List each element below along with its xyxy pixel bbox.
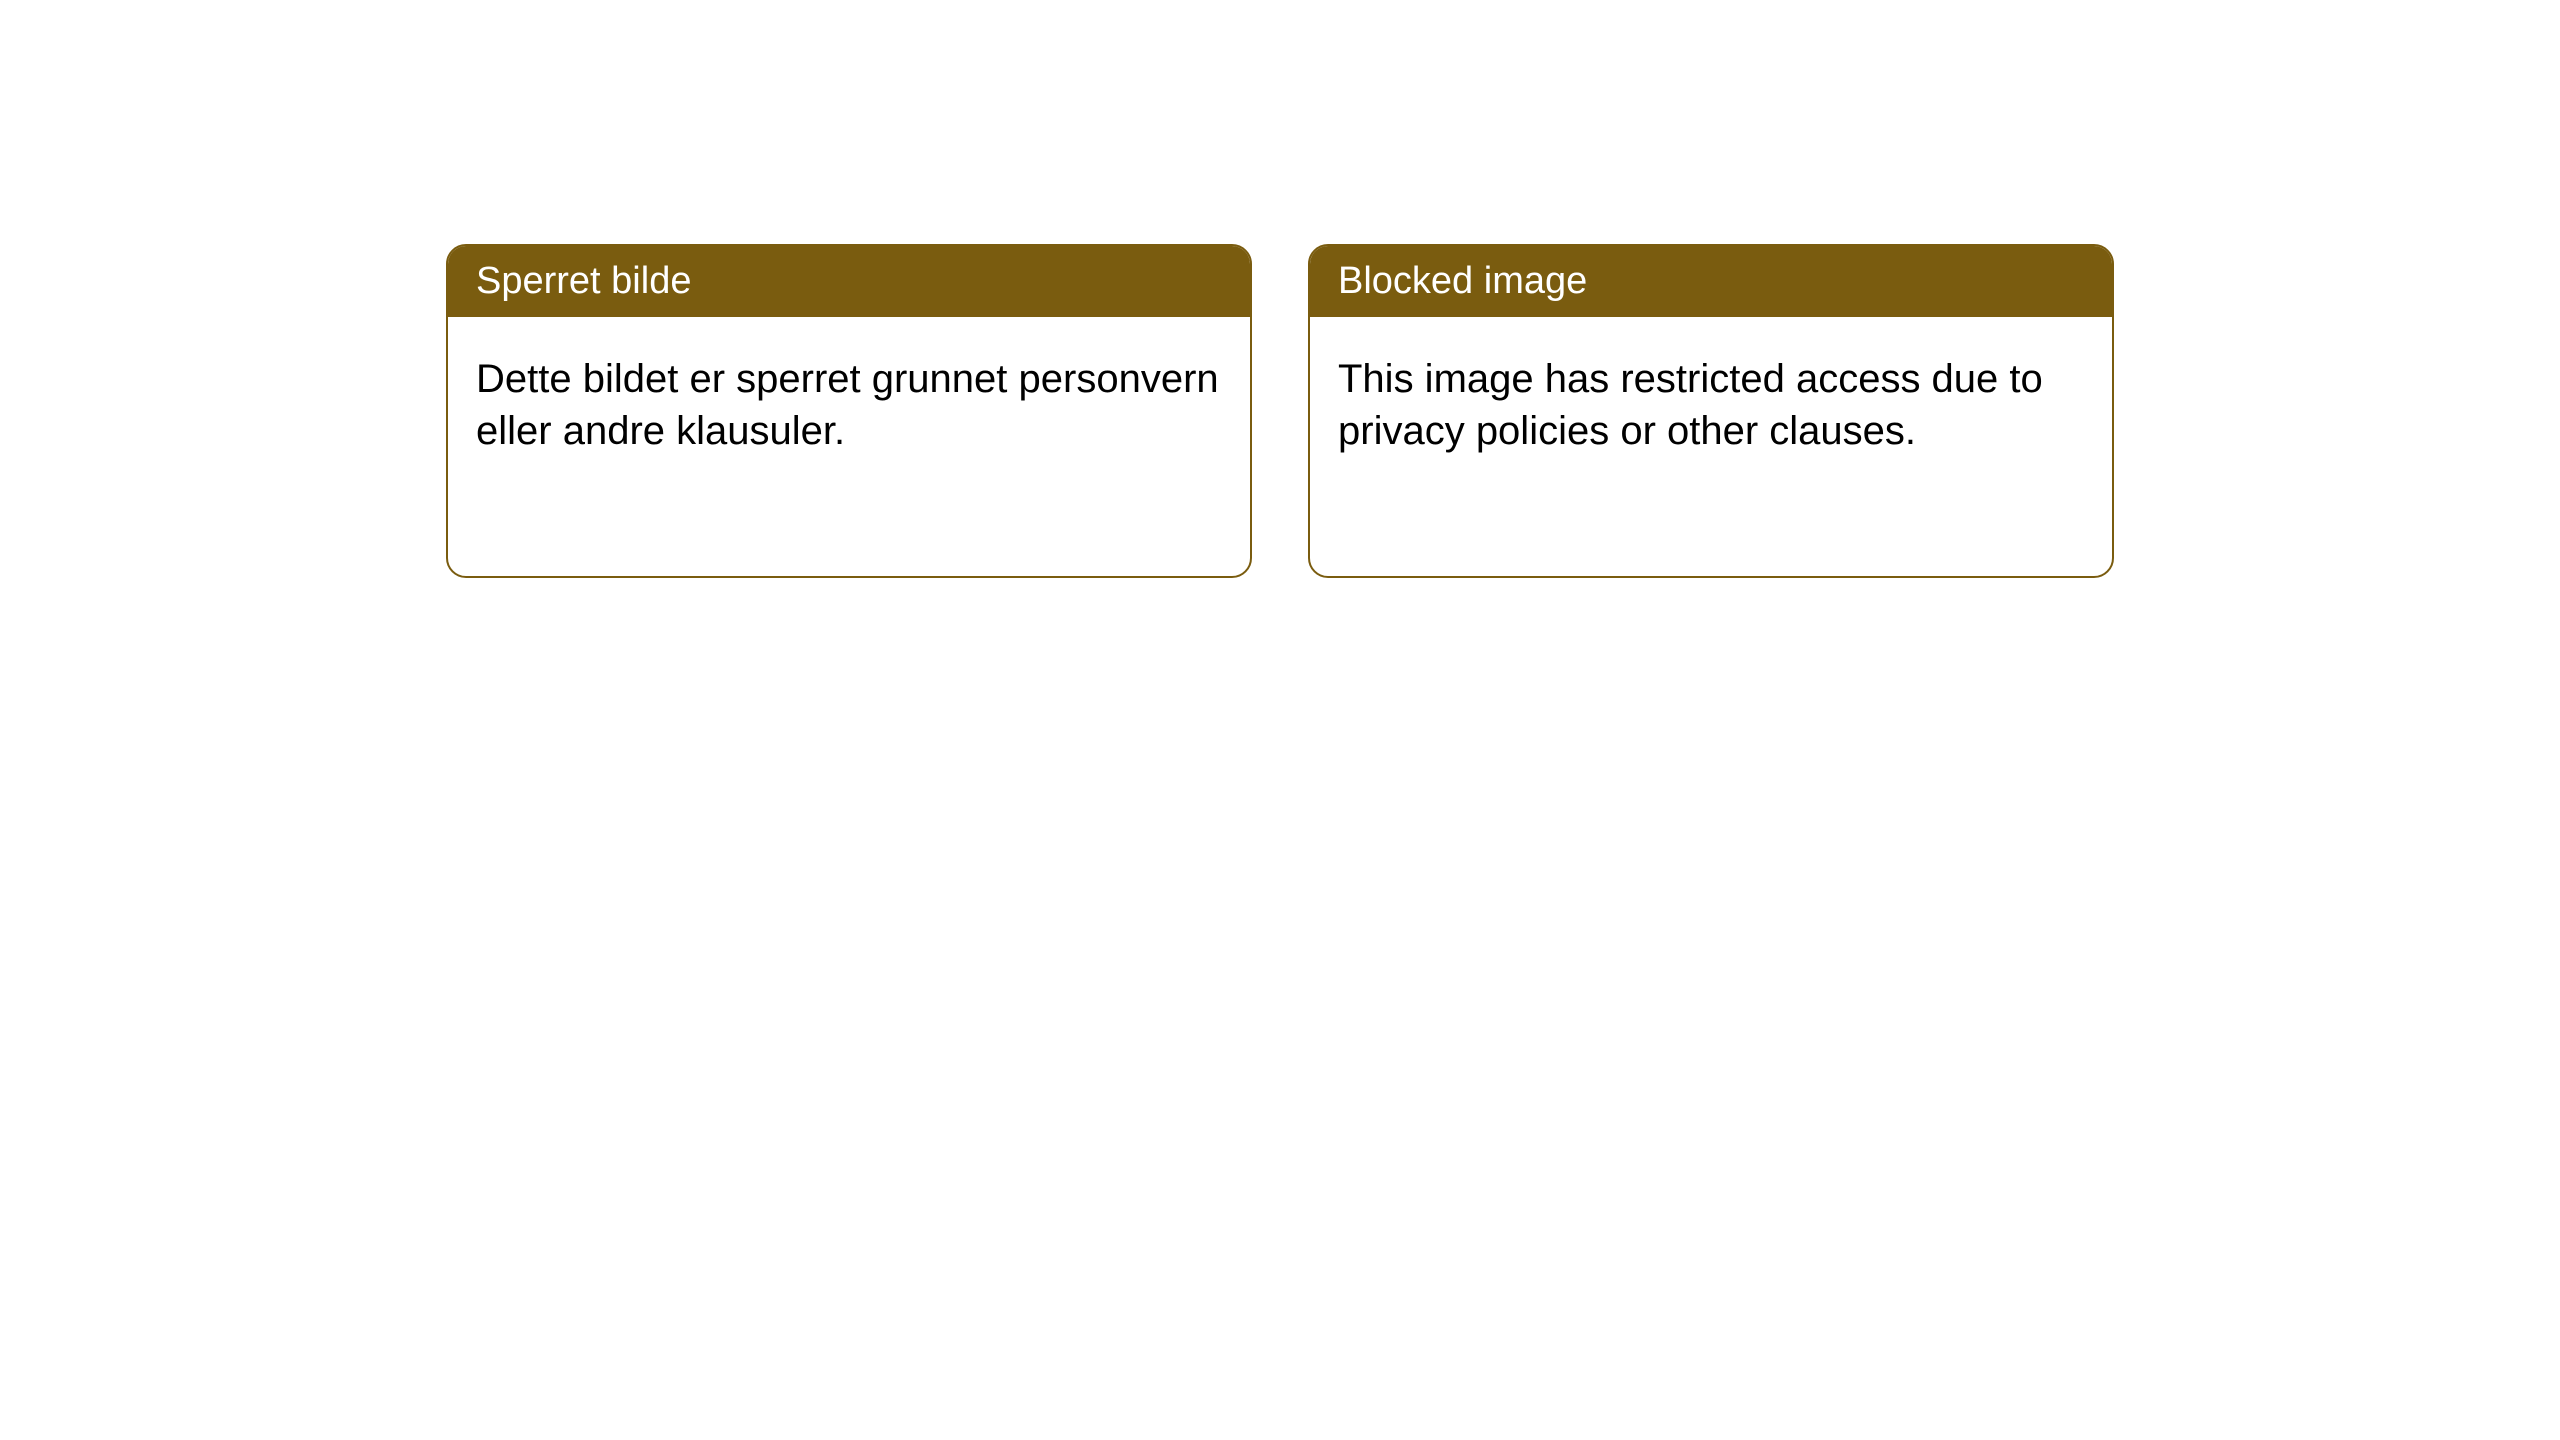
card-body-no: Dette bildet er sperret grunnet personve… — [448, 317, 1250, 493]
card-body-en: This image has restricted access due to … — [1310, 317, 2112, 493]
blocked-image-card-no: Sperret bilde Dette bildet er sperret gr… — [446, 244, 1252, 578]
card-header-no: Sperret bilde — [448, 246, 1250, 317]
blocked-image-card-en: Blocked image This image has restricted … — [1308, 244, 2114, 578]
card-body-text-no: Dette bildet er sperret grunnet personve… — [476, 357, 1219, 453]
card-header-en: Blocked image — [1310, 246, 2112, 317]
card-title-no: Sperret bilde — [476, 260, 691, 302]
cards-container: Sperret bilde Dette bildet er sperret gr… — [0, 0, 2560, 578]
card-body-text-en: This image has restricted access due to … — [1338, 357, 2043, 453]
card-title-en: Blocked image — [1338, 260, 1587, 302]
